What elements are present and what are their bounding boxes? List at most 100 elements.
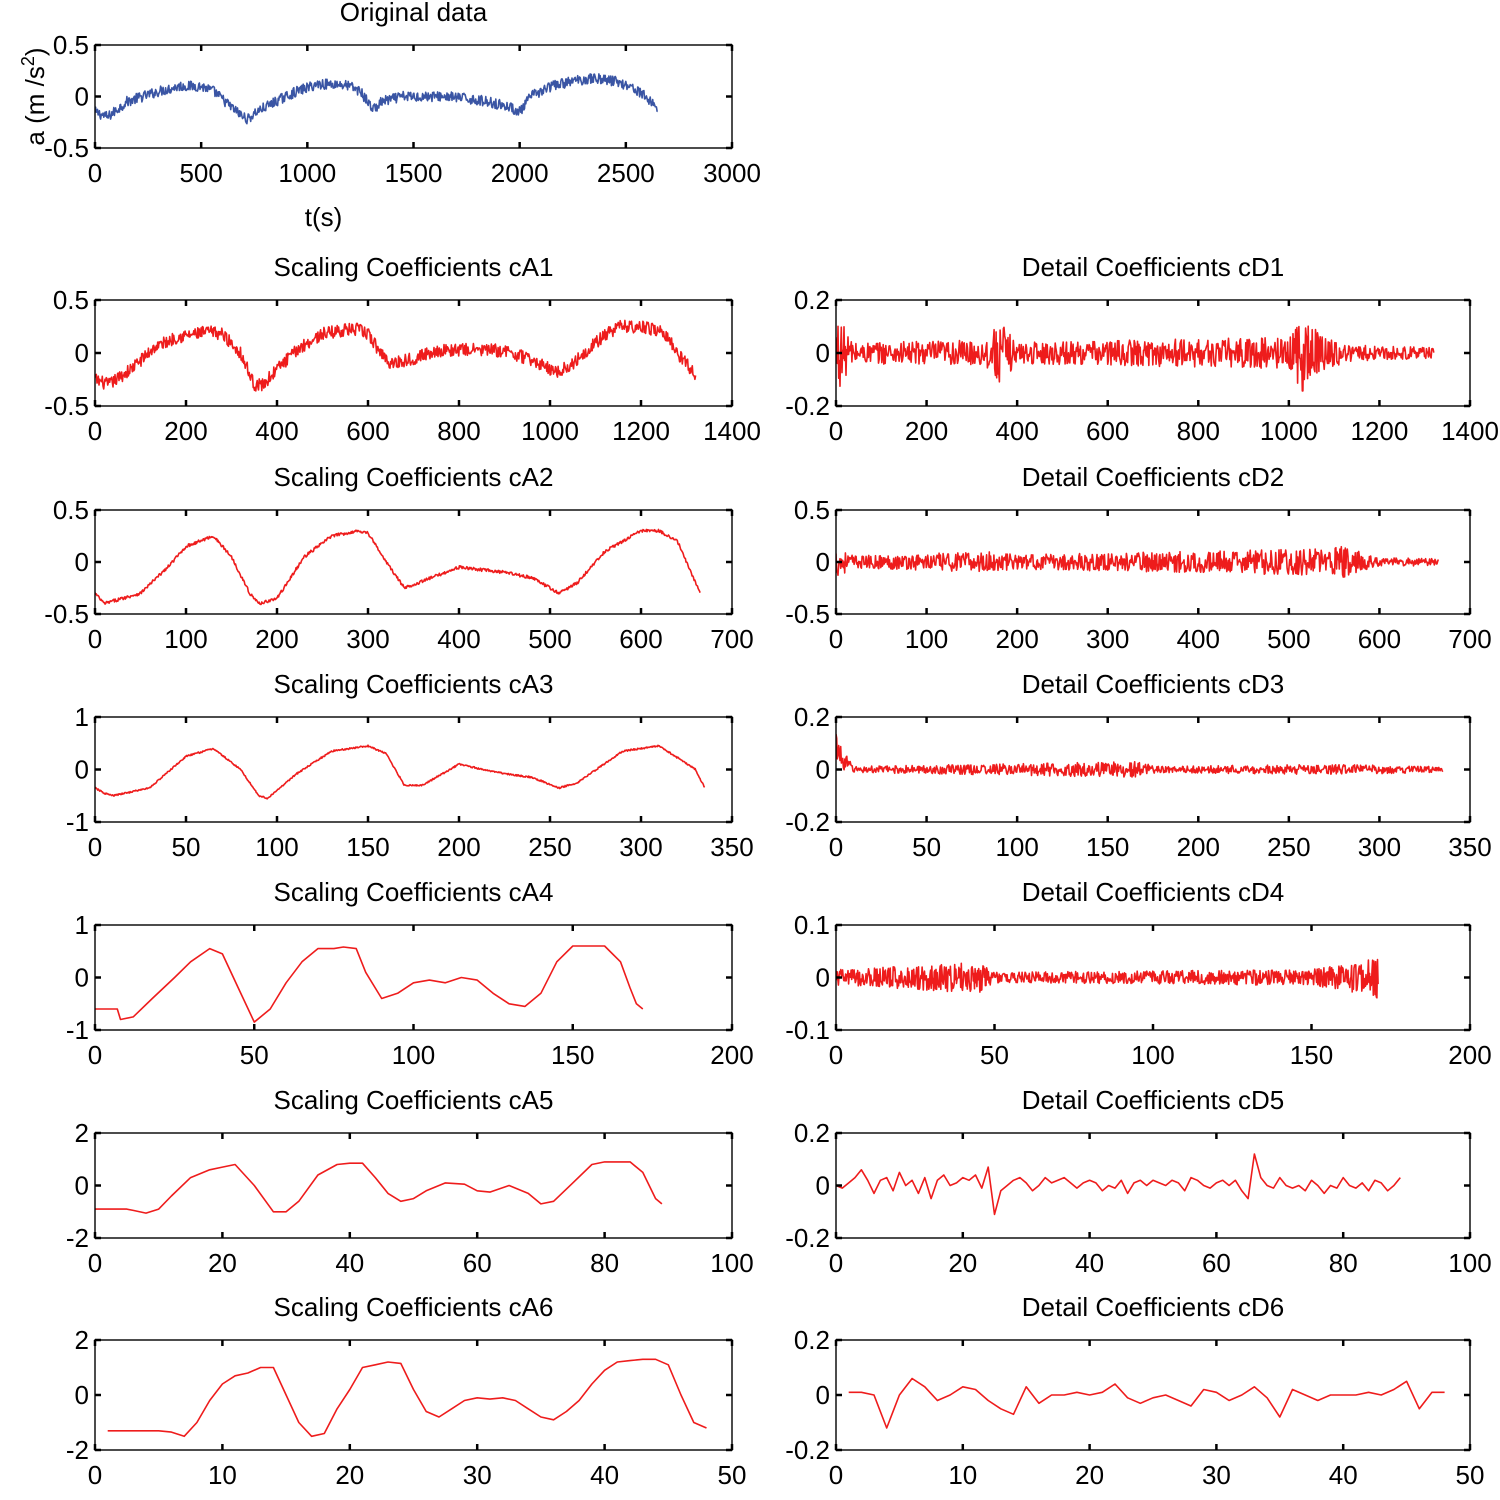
x-tick-label: 40 [590, 1460, 619, 1490]
x-tick-label: 150 [1086, 832, 1129, 862]
chart-title: Scaling Coefficients cA2 [274, 462, 554, 492]
series-line-cA1 [95, 319, 697, 392]
x-tick-label: 20 [1075, 1460, 1104, 1490]
x-tick-label: 200 [1177, 832, 1220, 862]
y-tick-label: -0.5 [44, 391, 89, 421]
series-line-cD5 [836, 1153, 1401, 1216]
series-line-cD1 [836, 325, 1435, 392]
x-tick-label: 100 [905, 624, 948, 654]
y-tick-label: -0.2 [785, 807, 830, 837]
x-tick-label: 100 [392, 1040, 435, 1070]
chart-title: Detail Coefficients cD1 [1022, 252, 1285, 282]
chart-panel-cD1: 0 200 400 600 800 1000 1200 1400-0.200.2Detail … [785, 252, 1499, 446]
series-line-cA2 [95, 528, 701, 606]
axes-box-cA4 [94, 924, 733, 1031]
x-tick-label: 80 [590, 1248, 619, 1278]
x-tick-label: 0 [88, 1248, 102, 1278]
x-tick-label: 500 [1267, 624, 1310, 654]
y-axis-label: a (m /s2) [18, 47, 50, 145]
chart-title: Scaling Coefficients cA5 [274, 1085, 554, 1115]
y-tick-label: 0 [75, 1380, 89, 1410]
x-tick-label: 3000 [703, 158, 761, 188]
y-tick-label: -2 [66, 1223, 89, 1253]
x-tick-label: 300 [619, 832, 662, 862]
axes-box-cA1 [94, 299, 733, 407]
x-tick-label: 700 [1448, 624, 1491, 654]
x-tick-label: 100 [710, 1248, 753, 1278]
series-line-cA3 [95, 744, 706, 800]
x-tick-label: 700 [710, 624, 753, 654]
y-tick-label: 0 [816, 547, 830, 577]
x-tick-label: 1000 [1260, 416, 1318, 446]
x-tick-label: 1400 [703, 416, 761, 446]
chart-title: Detail Coefficients cD5 [1022, 1085, 1285, 1115]
x-tick-label: 1500 [385, 158, 443, 188]
x-tick-label: 0 [88, 416, 102, 446]
x-tick-label: 10 [948, 1460, 977, 1490]
axes-box-cD5 [835, 1132, 1471, 1239]
x-tick-label: 1000 [278, 158, 336, 188]
x-tick-label: 150 [346, 832, 389, 862]
y-tick-label: 0.2 [794, 1325, 830, 1355]
x-tick-label: 400 [437, 624, 480, 654]
chart-title: Scaling Coefficients cA3 [274, 669, 554, 699]
x-tick-label: 0 [829, 1040, 843, 1070]
x-tick-label: 50 [240, 1040, 269, 1070]
x-tick-label: 400 [995, 416, 1038, 446]
y-tick-label: 0 [816, 1171, 830, 1201]
y-tick-label: 0 [816, 1380, 830, 1410]
x-tick-label: 500 [528, 624, 571, 654]
x-tick-label: 0 [88, 158, 102, 188]
x-tick-label: 350 [710, 832, 753, 862]
x-tick-label: 150 [551, 1040, 594, 1070]
x-tick-label: 200 [995, 624, 1038, 654]
x-tick-label: 20 [335, 1460, 364, 1490]
x-tick-label: 1000 [521, 416, 579, 446]
x-tick-label: 1200 [612, 416, 670, 446]
chart-title: Detail Coefficients cD2 [1022, 462, 1285, 492]
x-tick-label: 50 [1456, 1460, 1485, 1490]
y-tick-label: -0.5 [785, 599, 830, 629]
x-tick-label: 20 [948, 1248, 977, 1278]
chart-title: Scaling Coefficients cA4 [274, 877, 554, 907]
x-tick-label: 0 [88, 624, 102, 654]
x-tick-label: 0 [88, 832, 102, 862]
chart-title: Detail Coefficients cD6 [1022, 1292, 1285, 1322]
x-tick-label: 0 [829, 416, 843, 446]
x-tick-label: 100 [995, 832, 1038, 862]
x-tick-label: 600 [1086, 416, 1129, 446]
y-tick-label: -0.5 [44, 599, 89, 629]
y-tick-label: 0.2 [794, 702, 830, 732]
y-tick-label: 0 [816, 338, 830, 368]
x-tick-label: 100 [164, 624, 207, 654]
x-tick-label: 300 [1086, 624, 1129, 654]
x-axis-label: t(s) [305, 202, 343, 232]
series-line-cD4 [836, 958, 1379, 999]
x-tick-label: 50 [980, 1040, 1009, 1070]
x-tick-label: 0 [829, 1460, 843, 1490]
chart-title: Detail Coefficients cD4 [1022, 877, 1285, 907]
series-line-cD6 [848, 1377, 1445, 1429]
y-tick-label: 0 [75, 1171, 89, 1201]
series-line-cD3 [836, 733, 1444, 778]
y-tick-label: -1 [66, 807, 89, 837]
y-tick-label: 1 [75, 702, 89, 732]
x-tick-label: 200 [905, 416, 948, 446]
y-tick-label: -0.5 [44, 133, 89, 163]
y-tick-label: -0.1 [785, 1015, 830, 1045]
y-tick-label: 0.2 [794, 285, 830, 315]
y-tick-label: 1 [75, 910, 89, 940]
x-tick-label: 200 [437, 832, 480, 862]
y-tick-label: 0.2 [794, 1118, 830, 1148]
x-tick-label: 2500 [597, 158, 655, 188]
y-axis-label-text: a (m /s2) [18, 47, 50, 145]
y-tick-label: -2 [66, 1435, 89, 1465]
x-tick-label: 1400 [1441, 416, 1499, 446]
x-tick-label: 150 [1290, 1040, 1333, 1070]
y-tick-label: 0.5 [53, 285, 89, 315]
